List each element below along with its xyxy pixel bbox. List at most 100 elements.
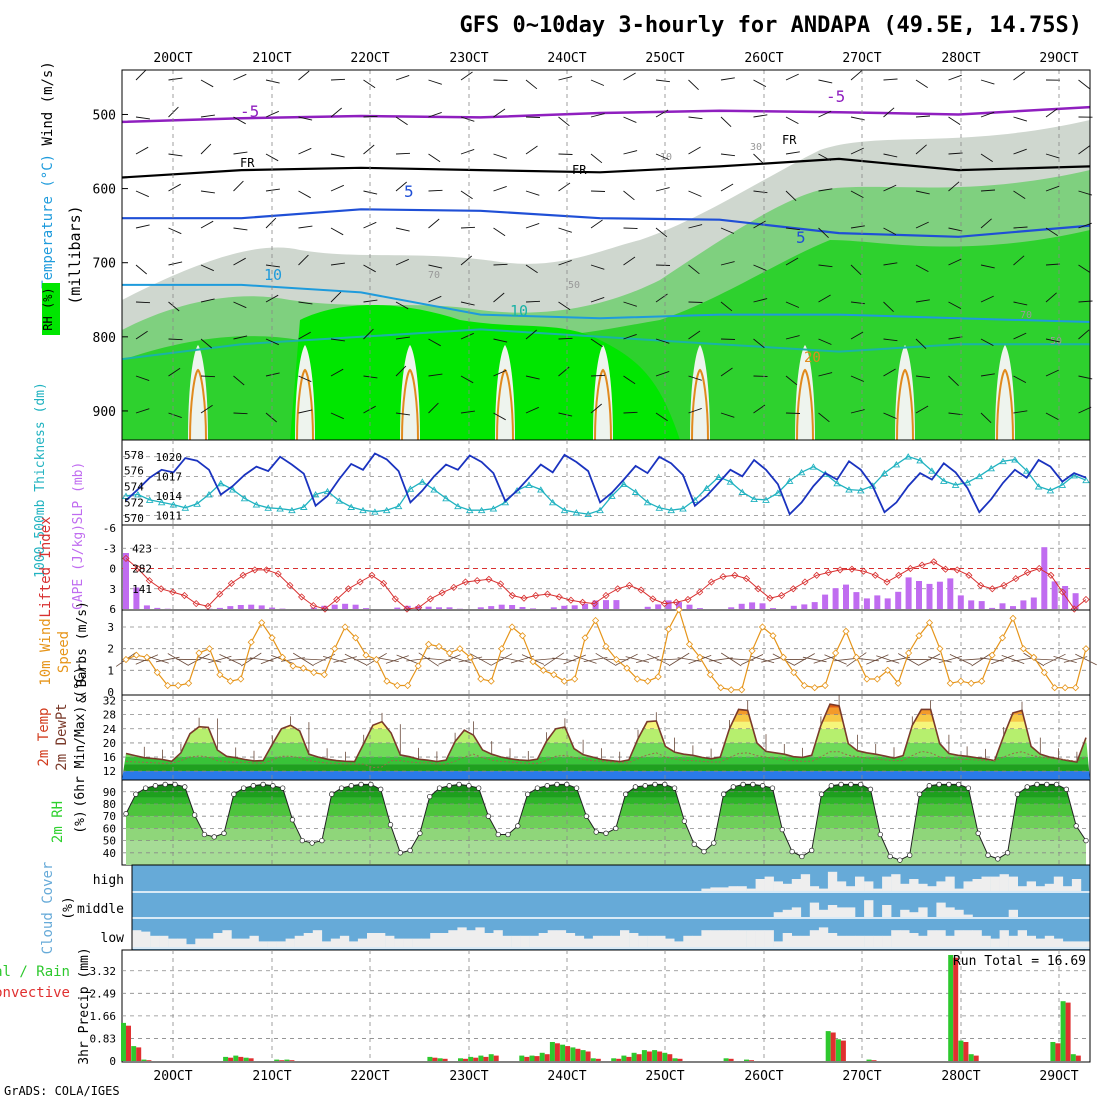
cloud-middle-bar — [773, 912, 783, 917]
thickness-point — [418, 478, 427, 485]
precip-total-bar — [866, 1059, 872, 1061]
ytick-label-right: 423 — [132, 542, 152, 555]
thickness-point — [975, 472, 984, 480]
wind-barb — [818, 264, 833, 268]
wind-barb-10m — [949, 654, 972, 665]
wind-barb — [460, 71, 473, 81]
cape-bar — [1030, 597, 1037, 609]
li-point — [625, 581, 633, 589]
cloud-low-bar — [493, 930, 503, 947]
rh-point — [280, 785, 286, 791]
precip-total-bar — [1050, 1042, 1056, 1061]
wind-barb — [265, 338, 279, 346]
wind-barb — [850, 264, 862, 276]
cloud-middle-bar — [963, 914, 973, 917]
wind-barb — [298, 254, 309, 266]
cloud-low-bar — [258, 941, 268, 947]
cloud-low-bar — [403, 938, 413, 947]
wind-barb — [395, 301, 409, 310]
wind-barb — [200, 298, 215, 303]
date-label-bottom: 27OCT — [842, 1069, 881, 1084]
wind-barb — [233, 412, 248, 415]
date-label-top: 21OCT — [252, 51, 291, 66]
thickness-point — [193, 500, 201, 507]
cloud-high-bar — [1017, 886, 1027, 891]
rh-shading — [122, 120, 1090, 441]
ytick-label: 0 — [109, 1055, 116, 1068]
cloud-low-bar — [602, 935, 612, 947]
wind-barb — [265, 217, 277, 229]
cloud-low-bar — [710, 930, 720, 947]
wind-barb — [200, 190, 215, 194]
cape-bar — [811, 602, 818, 609]
wind-barb — [428, 373, 443, 377]
precip-convective-bar — [973, 1055, 979, 1061]
wind-barb — [623, 375, 636, 385]
cloud-low-bar — [312, 930, 323, 947]
cloud-low-bar — [448, 930, 458, 947]
cape-bar — [1062, 586, 1069, 609]
rh-point — [476, 785, 482, 791]
precip-convective-bar — [279, 1060, 285, 1061]
wind-barb — [493, 227, 506, 237]
li-point — [824, 568, 832, 577]
wind-barb — [460, 116, 475, 122]
wind-speed-point — [738, 686, 746, 694]
wind-barb — [785, 335, 800, 340]
thickness-point — [489, 505, 498, 512]
cape-bar — [269, 607, 276, 609]
li-point — [860, 567, 868, 575]
wind-barb — [753, 114, 768, 118]
cloud-high-bar — [818, 888, 829, 891]
precip-total-bar — [611, 1058, 617, 1061]
wind-speed-point — [498, 645, 506, 653]
rh-point — [632, 784, 639, 790]
ytick-label: 60 — [103, 822, 116, 835]
rh-point — [662, 781, 668, 788]
chart-title: GFS 0~10day 3-hourly for ANDAPA (49.5E, … — [459, 13, 1082, 38]
cloud-middle-bar — [954, 909, 964, 917]
rh-point — [965, 785, 972, 791]
wind-barb — [265, 188, 280, 192]
wind-barb — [395, 365, 407, 377]
li-point — [473, 577, 481, 585]
cloud-low-bar — [502, 935, 512, 947]
temp-ylabel-1: 2m Temp — [36, 707, 52, 766]
date-label-top: 26OCT — [744, 51, 783, 66]
precip-convective-bar — [126, 1025, 131, 1061]
rh-point — [907, 852, 913, 858]
li-point — [941, 565, 950, 573]
cloud-low-bar — [773, 941, 783, 947]
contour-label: 70 — [1020, 310, 1032, 321]
thickness-point — [750, 495, 758, 503]
wind-barb — [168, 227, 182, 235]
wind-barb — [233, 257, 246, 266]
wind-barb-10m — [918, 653, 941, 666]
wind-barb — [233, 375, 245, 386]
precip-convective-bar — [953, 957, 959, 1061]
cloud-high-bar — [972, 879, 982, 891]
cape-bar — [258, 605, 265, 609]
cape-bar — [248, 604, 255, 609]
wind-barb — [883, 338, 898, 342]
wind-barb — [558, 76, 573, 81]
cloud-low-bar — [620, 930, 630, 947]
li-point — [415, 604, 423, 612]
wind-barb — [655, 227, 668, 238]
cloud-low-bar — [755, 930, 765, 947]
cloud-low-bar — [213, 933, 223, 947]
wind-barb — [655, 79, 670, 83]
cloud-low-bar — [132, 930, 142, 947]
precip-total-bar — [723, 1058, 729, 1061]
cloud-low-bar — [231, 938, 241, 947]
ytick-label-left: 0 — [109, 563, 116, 576]
wind-barb — [233, 116, 246, 125]
wind-barb — [525, 222, 540, 229]
rh-point — [554, 781, 560, 788]
wind-speed-point — [842, 627, 850, 635]
wind-barb — [720, 183, 734, 192]
rh-band — [126, 786, 1086, 792]
contour-label: -5 — [826, 87, 845, 106]
wind-barb — [688, 375, 702, 381]
precip-convective-bar — [728, 1058, 734, 1061]
